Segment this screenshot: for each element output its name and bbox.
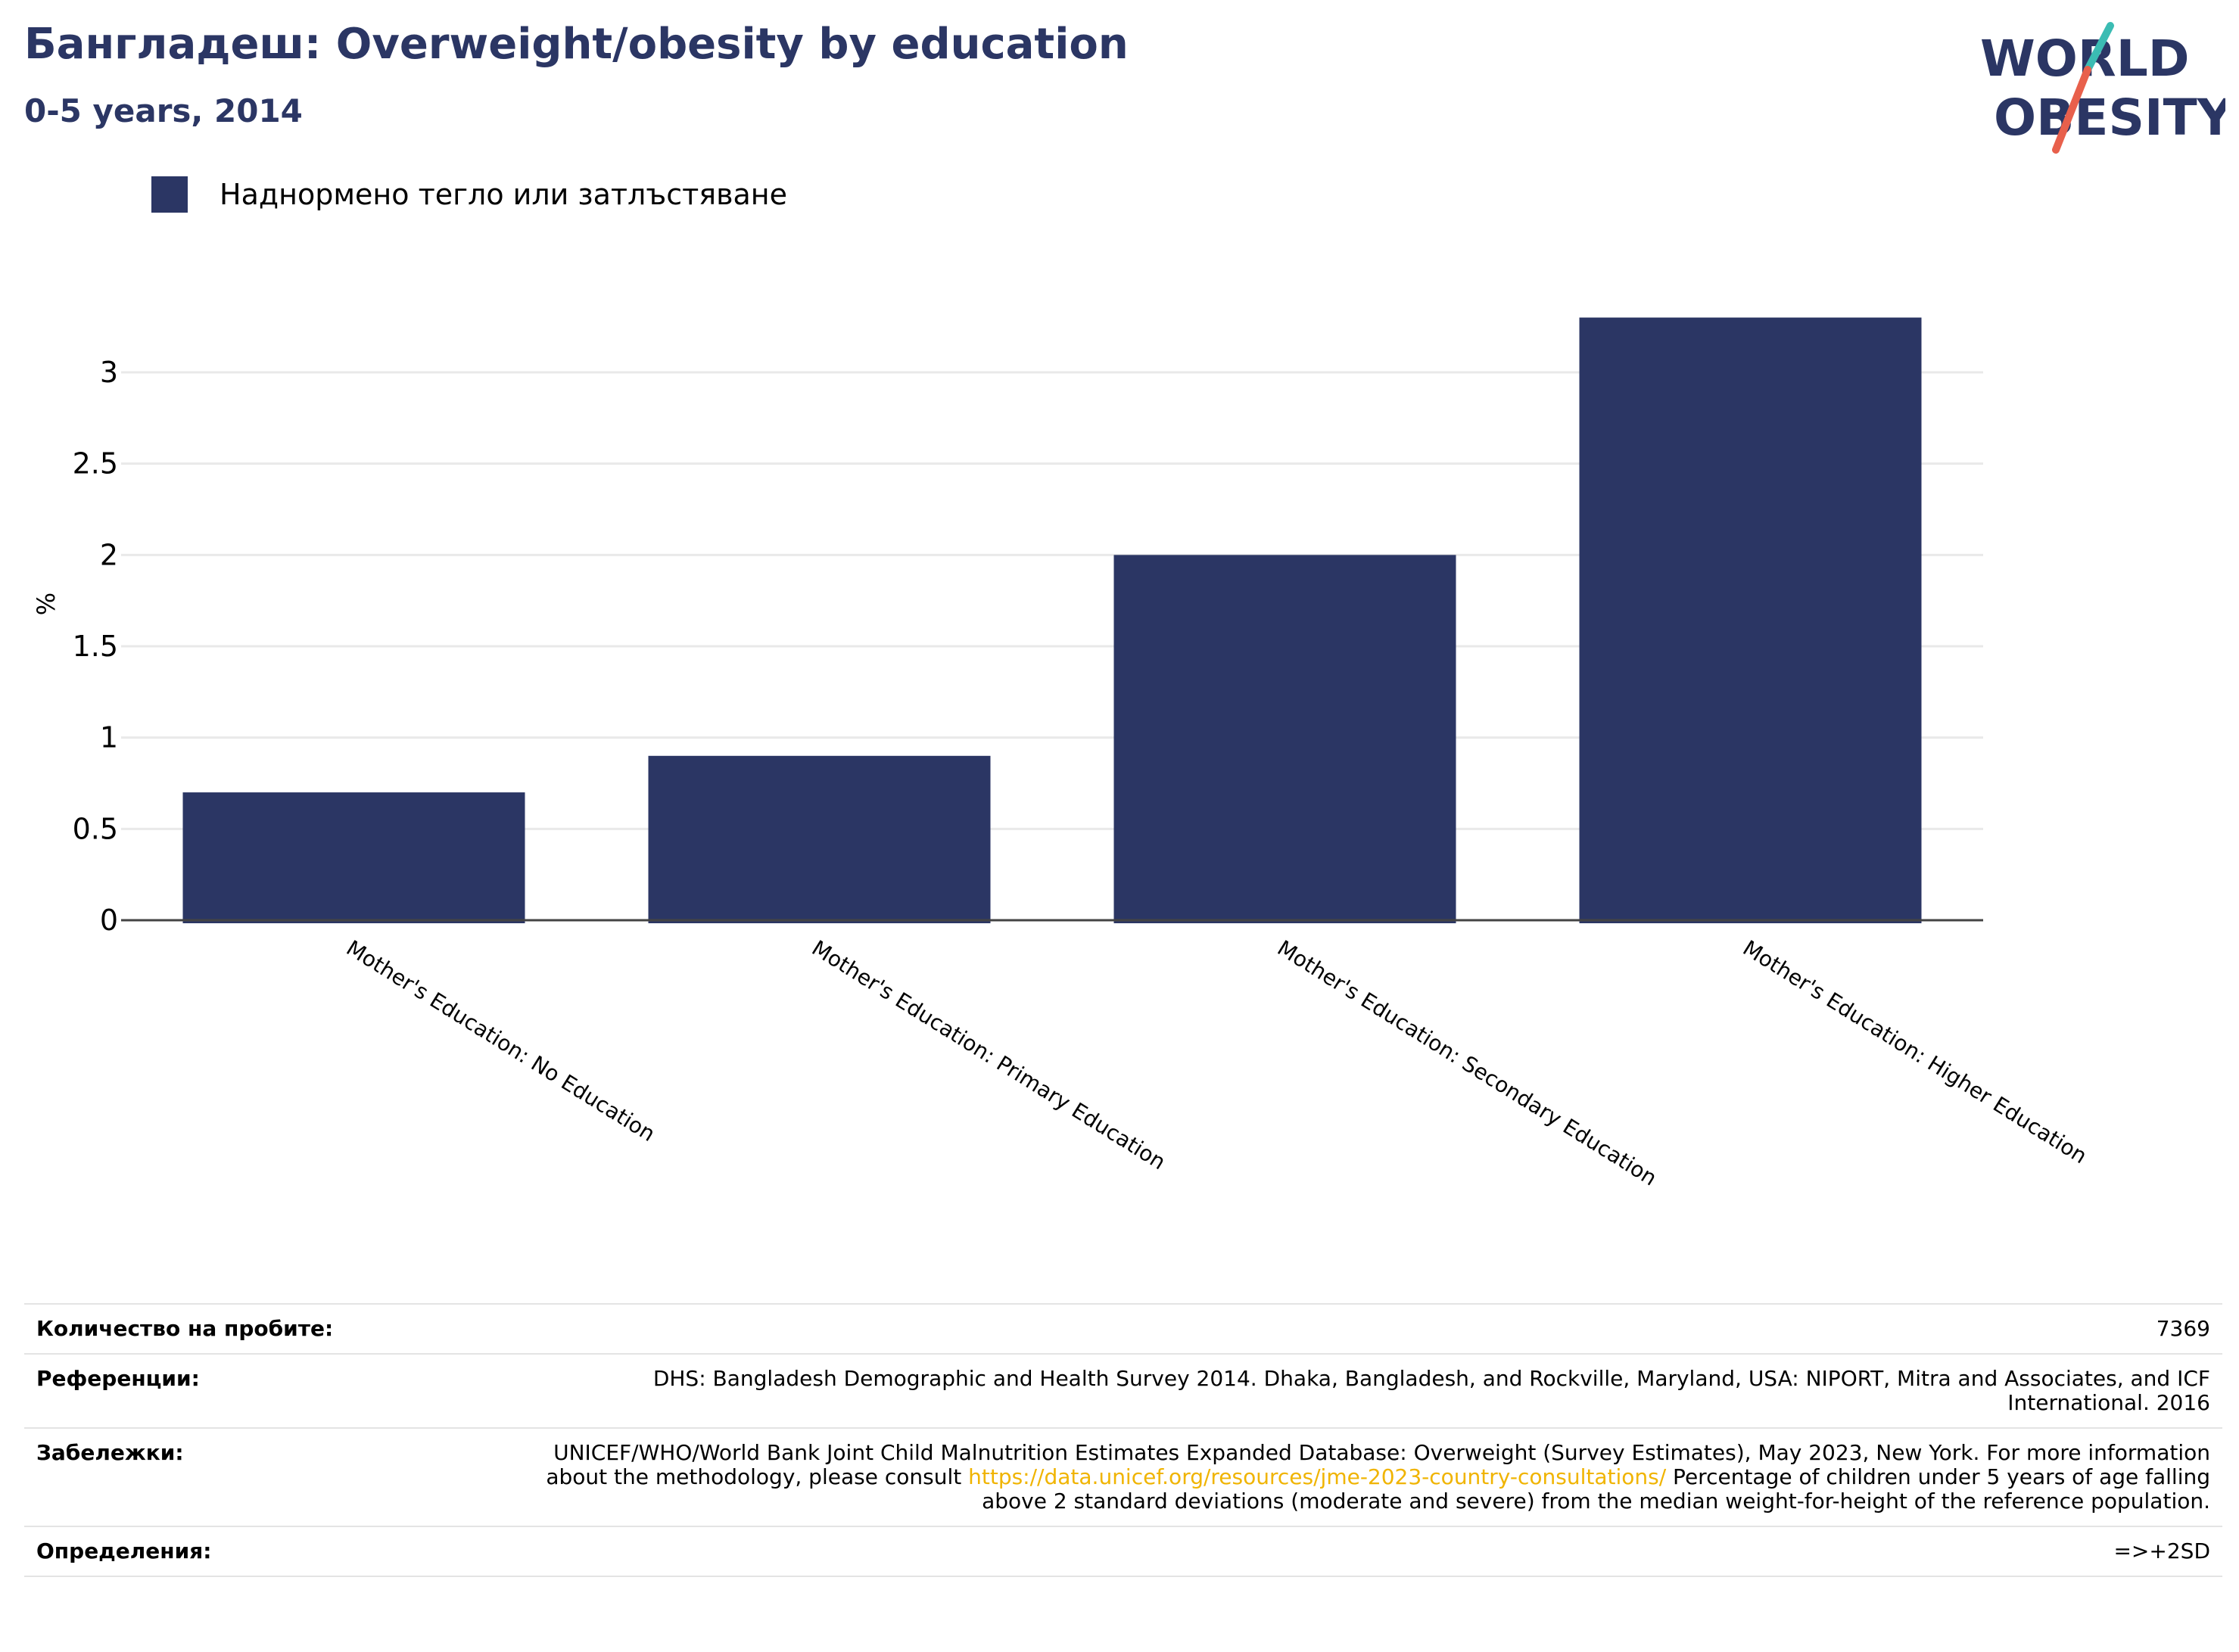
info-label-definitions: Определения:	[24, 1526, 503, 1577]
y-tick-label: 3	[100, 356, 118, 389]
x-tick-label: Mother's Education: Primary Education	[808, 935, 1170, 1174]
methodology-link[interactable]: https://data.unicef.org/resources/jme-20…	[968, 1464, 1667, 1489]
bar	[648, 755, 991, 923]
y-tick-label: 1.5	[73, 630, 118, 663]
bar-chart: 0 0.5 1 1.5 2 2.5 3% Mother's Education: No Edu…	[32, 317, 2091, 1191]
x-tick-label: Mother's Education: Higher Education	[1739, 935, 2091, 1168]
info-row-references: Референции: DHS: Bangladesh Demographic …	[24, 1353, 2222, 1429]
x-tick-label: Mother's Education: Secondary Education	[1273, 935, 1661, 1191]
info-row-notes: Забележки: UNICEF/WHO/World Bank Joint C…	[24, 1427, 2222, 1527]
info-row-definitions: Определения: =>+2SD	[24, 1526, 2222, 1577]
info-value-sample-size: 7369	[503, 1303, 2222, 1355]
logo-text-obesity: OBESITY	[1994, 89, 2225, 147]
y-tick-label: 0.5	[73, 812, 118, 845]
info-value-references: DHS: Bangladesh Demographic and Health S…	[503, 1353, 2222, 1429]
y-tick-label: 1	[100, 721, 118, 754]
chart-legend: Наднормено тегло или затлъстяване	[151, 176, 787, 213]
info-label-notes: Забележки:	[24, 1427, 503, 1527]
logo-stroke-bottom	[2052, 66, 2091, 154]
world-obesity-logo: WORLD OBESITY	[1980, 22, 2225, 154]
info-table: Количество на пробите: 7369 Референции: …	[24, 1303, 2222, 1577]
y-axis-label: %	[32, 593, 61, 615]
notes-text-after: Percentage of children under 5 years of …	[982, 1464, 2210, 1514]
legend-swatch	[151, 176, 188, 213]
info-row-sample-size: Количество на пробите: 7369	[24, 1303, 2222, 1355]
info-value-definitions: =>+2SD	[503, 1526, 2222, 1577]
x-tick-label: Mother's Education: No Education	[342, 935, 660, 1146]
y-tick-label: 0	[100, 904, 118, 937]
info-value-notes: UNICEF/WHO/World Bank Joint Child Malnut…	[503, 1427, 2222, 1527]
bar	[182, 792, 525, 923]
notes-text-before: UNICEF/WHO/World Bank Joint Child Malnut…	[546, 1440, 2210, 1489]
logo-stroke-top	[2084, 22, 2114, 73]
bar	[1579, 317, 1922, 924]
y-tick-label: 2	[100, 538, 118, 571]
y-tick-label: 2.5	[73, 447, 118, 481]
info-label-references: Референции:	[24, 1353, 503, 1429]
info-label-sample-size: Количество на пробите:	[24, 1303, 503, 1355]
page-subtitle: 0-5 years, 2014	[24, 92, 303, 129]
legend-label: Наднормено тегло или затлъстяване	[220, 178, 787, 211]
page-title: Бангладеш: Overweight/obesity by educati…	[24, 20, 1129, 69]
bar	[1113, 555, 1456, 923]
